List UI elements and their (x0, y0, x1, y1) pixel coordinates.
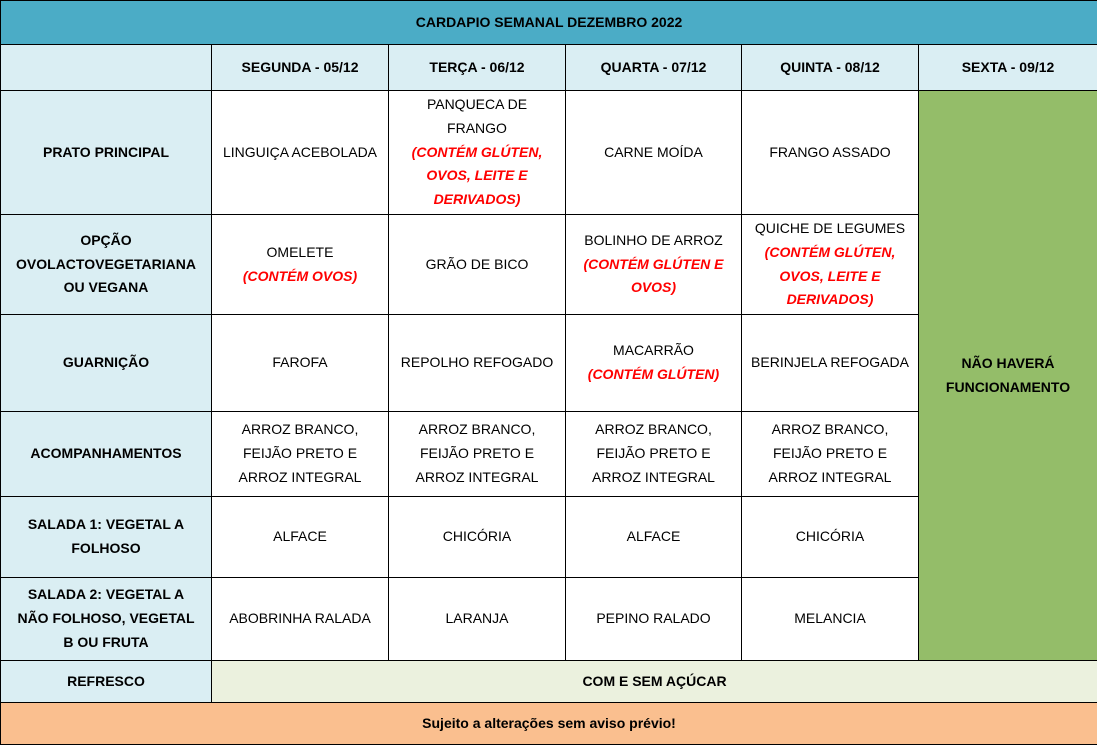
menu-cell: ARROZ BRANCO, FEIJÃO PRETO E ARROZ INTEG… (566, 412, 742, 497)
menu-cell: ABOBRINHA RALADA (212, 578, 389, 661)
row-label-salada-1: SALADA 1: VEGETAL A FOLHOSO (1, 497, 212, 578)
day-header-terca: TERÇA - 06/12 (389, 45, 566, 91)
dish-text: ABOBRINHA RALADA (216, 607, 384, 631)
menu-cell: ALFACE (566, 497, 742, 578)
dish-text: ARROZ BRANCO, FEIJÃO PRETO E ARROZ INTEG… (393, 418, 561, 489)
refresco-value: COM E SEM AÇÚCAR (212, 661, 1097, 703)
menu-cell: FRANGO ASSADO (742, 91, 919, 215)
row-label-prato-principal: PRATO PRINCIPAL (1, 91, 212, 215)
dish-text: ALFACE (570, 525, 737, 549)
day-header-quarta: QUARTA - 07/12 (566, 45, 742, 91)
dish-text: BOLINHO DE ARROZ (570, 229, 737, 253)
row-label-refresco: REFRESCO (1, 661, 212, 703)
page-title: CARDAPIO SEMANAL DEZEMBRO 2022 (1, 1, 1097, 45)
dish-text: MELANCIA (746, 607, 914, 631)
menu-cell: ARROZ BRANCO, FEIJÃO PRETO E ARROZ INTEG… (742, 412, 919, 497)
dish-text: FRANGO ASSADO (746, 141, 914, 165)
dish-text: GRÃO DE BICO (393, 253, 561, 277)
menu-cell: CHICÓRIA (389, 497, 566, 578)
menu-cell: QUICHE DE LEGUMES(CONTÉM GLÚTEN, OVOS, L… (742, 214, 919, 314)
dish-text: PEPINO RALADO (570, 607, 737, 631)
menu-cell: OMELETE(CONTÉM OVOS) (212, 214, 389, 314)
dish-text: LINGUIÇA ACEBOLADA (216, 141, 384, 165)
dish-text: OMELETE (216, 241, 384, 265)
menu-cell: PEPINO RALADO (566, 578, 742, 661)
dish-text: ALFACE (216, 525, 384, 549)
allergen-note: (CONTÉM GLÚTEN) (570, 363, 737, 387)
friday-closed-notice: NÃO HAVERÁ FUNCIONAMENTO (919, 91, 1097, 661)
dish-text: CHICÓRIA (746, 525, 914, 549)
row-label-guarnicao: GUARNIÇÃO (1, 315, 212, 412)
dish-text: LARANJA (393, 607, 561, 631)
dish-text: PANQUECA DE FRANGO (393, 93, 561, 141)
dish-text: FAROFA (216, 351, 384, 375)
menu-cell: PANQUECA DE FRANGO(CONTÉM GLÚTEN, OVOS, … (389, 91, 566, 215)
menu-cell: LARANJA (389, 578, 566, 661)
footer-disclaimer: Sujeito a alterações sem aviso prévio! (1, 703, 1097, 745)
allergen-note: (CONTÉM GLÚTEN E OVOS) (570, 253, 737, 301)
menu-cell: CARNE MOÍDA (566, 91, 742, 215)
menu-cell: LINGUIÇA ACEBOLADA (212, 91, 389, 215)
allergen-note: (CONTÉM GLÚTEN, OVOS, LEITE E DERIVADOS) (393, 141, 561, 212)
dish-text: QUICHE DE LEGUMES (746, 217, 914, 241)
menu-cell: FAROFA (212, 315, 389, 412)
menu-cell: ARROZ BRANCO, FEIJÃO PRETO E ARROZ INTEG… (389, 412, 566, 497)
menu-cell: MELANCIA (742, 578, 919, 661)
menu-cell: ALFACE (212, 497, 389, 578)
day-header-quinta: QUINTA - 08/12 (742, 45, 919, 91)
menu-cell: GRÃO DE BICO (389, 214, 566, 314)
row-label-opcao-vegetariana: OPÇÃO OVOLACTOVEGETARIANA OU VEGANA (1, 214, 212, 314)
row-label-salada-2: SALADA 2: VEGETAL A NÃO FOLHOSO, VEGETAL… (1, 578, 212, 661)
dish-text: ARROZ BRANCO, FEIJÃO PRETO E ARROZ INTEG… (570, 418, 737, 489)
menu-cell: BERINJELA REFOGADA (742, 315, 919, 412)
dish-text: ARROZ BRANCO, FEIJÃO PRETO E ARROZ INTEG… (216, 418, 384, 489)
dish-text: MACARRÃO (570, 339, 737, 363)
dish-text: CHICÓRIA (393, 525, 561, 549)
corner-cell (1, 45, 212, 91)
menu-cell: CHICÓRIA (742, 497, 919, 578)
day-header-segunda: SEGUNDA - 05/12 (212, 45, 389, 91)
day-header-sexta: SEXTA - 09/12 (919, 45, 1097, 91)
dish-text: BERINJELA REFOGADA (746, 351, 914, 375)
allergen-note: (CONTÉM OVOS) (216, 265, 384, 289)
dish-text: REPOLHO REFOGADO (393, 351, 561, 375)
allergen-note: (CONTÉM GLÚTEN, OVOS, LEITE E DERIVADOS) (746, 241, 914, 312)
menu-cell: MACARRÃO(CONTÉM GLÚTEN) (566, 315, 742, 412)
dish-text: ARROZ BRANCO, FEIJÃO PRETO E ARROZ INTEG… (746, 418, 914, 489)
menu-cell: BOLINHO DE ARROZ(CONTÉM GLÚTEN E OVOS) (566, 214, 742, 314)
dish-text: CARNE MOÍDA (570, 141, 737, 165)
menu-cell: ARROZ BRANCO, FEIJÃO PRETO E ARROZ INTEG… (212, 412, 389, 497)
menu-cell: REPOLHO REFOGADO (389, 315, 566, 412)
row-label-acompanhamentos: ACOMPANHAMENTOS (1, 412, 212, 497)
